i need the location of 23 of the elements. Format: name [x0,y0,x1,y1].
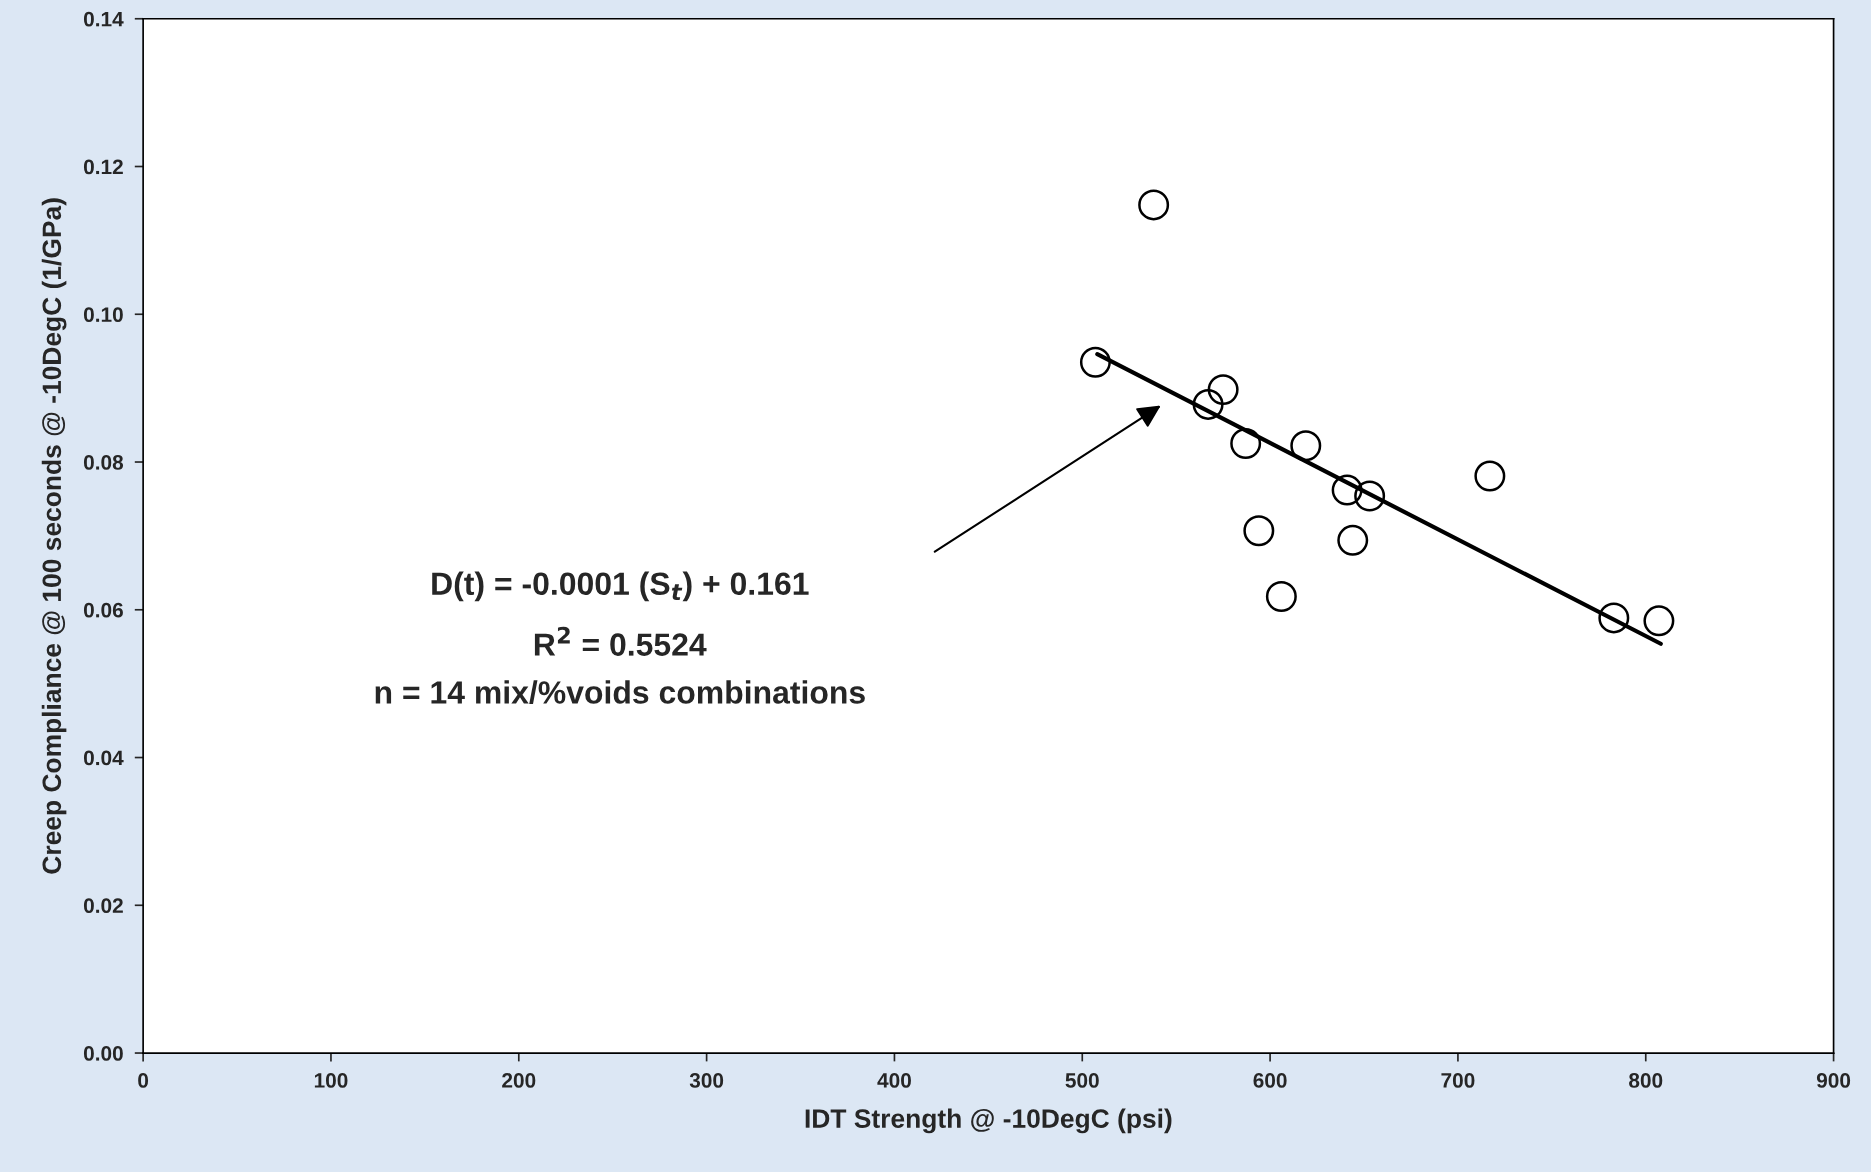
y-tick-label: 0.00 [83,1046,123,1061]
x-tick-label: 400 [877,1073,911,1088]
y-tick-label: 0.14 [83,11,124,27]
annotation: n = 14 mix/%voids combinations [375,680,865,705]
y-tick-label: 0.08 [83,455,124,470]
y-tick-label: 0.06 [83,602,123,618]
y-tick-label: 0.12 [83,159,123,175]
annotation: D(t) = -0.0001 (S$_{t}$) + 0.161 [432,571,809,602]
x-tick-label: 800 [1629,1073,1663,1088]
x-tick-label: 500 [1065,1073,1099,1088]
x-axis-title: IDT Strength @ -10DegC (psi) [805,1108,1172,1134]
y-axis-title: Creep Compliance @ 100 seconds @ -10DegC (1/GPa) [41,198,67,874]
y-tick-label: 0.10 [83,307,123,323]
y-tick-label: 0.04 [83,750,124,766]
x-tick-label: 200 [502,1073,536,1088]
x-tick-label: 900 [1816,1073,1851,1088]
x-tick-label: 100 [314,1073,348,1088]
x-tick-label: 700 [1441,1073,1475,1088]
x-tick-label: 300 [689,1073,724,1088]
annotation: R$^{2}$ = 0.5524 [534,626,707,656]
x-tick-label: 0 [138,1073,149,1088]
y-tick-label: 0.02 [83,898,123,914]
x-tick-label: 600 [1253,1073,1287,1088]
